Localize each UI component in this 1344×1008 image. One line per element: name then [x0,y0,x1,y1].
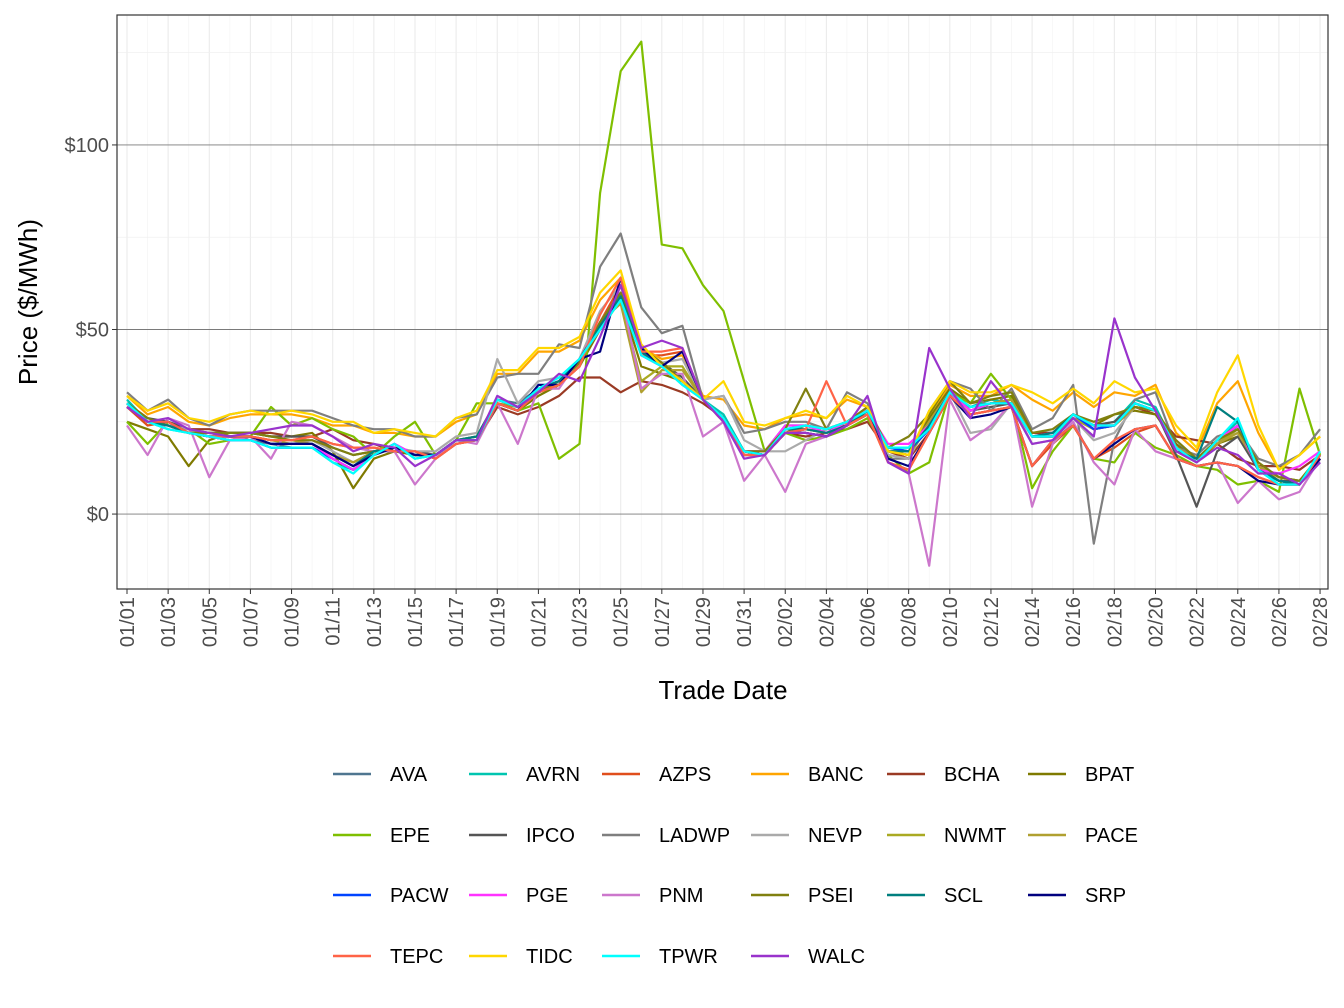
legend-label: LADWP [659,825,730,847]
x-tick-label: 02/04 [816,597,838,647]
x-tick-label: 01/25 [611,597,633,647]
legend-label: AVRN [526,764,580,786]
x-tick-label: 01/03 [158,597,180,647]
x-tick-label: 02/10 [940,597,962,647]
legend-label: AZPS [659,764,711,786]
legend-item-tepc: TEPC [333,946,443,968]
legend-item-tpwr: TPWR [602,946,718,968]
legend-label: AVA [390,764,428,786]
series-line-epe [126,40,1322,493]
legend-label: TPWR [659,946,718,968]
x-tick-label: 02/06 [858,597,880,647]
x-tick-label: 02/22 [1187,597,1209,647]
legend-label: IPCO [526,825,575,847]
legend-item-walc: WALC [751,946,865,968]
legend-item-banc: BANC [751,764,864,786]
y-axis: $0 $50 $100 [65,135,117,526]
legend-item-pnm: PNM [602,885,703,907]
legend-item-avrn: AVRN [469,764,580,786]
legend-label: NWMT [944,825,1006,847]
plot-panel-border [116,14,1329,590]
series-line-tpwr [126,298,1322,486]
legend-item-nevp: NEVP [751,825,862,847]
x-axis: 01/01 01/03 01/05 01/07 01/09 01/11 01/13 01/15… [117,589,1332,647]
legend-item-pacw: PACW [333,885,449,907]
x-tick-label: 01/23 [570,597,592,647]
legend-label: TIDC [526,946,573,968]
x-tick-label: 02/28 [1310,597,1332,647]
y-axis-title: Price ($/MWh) [13,219,43,385]
x-tick-label: 01/15 [405,597,427,647]
x-tick-label: 01/19 [487,597,509,647]
x-tick-label: 02/12 [981,597,1003,647]
x-tick-label: 01/09 [282,597,304,647]
legend-label: BANC [808,764,864,786]
legend-item-ladwp: LADWP [602,825,730,847]
x-tick-label: 02/24 [1228,597,1250,647]
legend-item-bcha: BCHA [887,764,1000,786]
x-tick-label: 01/07 [240,597,262,647]
x-tick-label: 01/05 [199,597,221,647]
legend-label: BPAT [1085,764,1134,786]
legend-label: WALC [808,946,865,968]
legend-label: PNM [659,885,703,907]
x-tick-label: 02/08 [899,597,921,647]
legend-label: PACE [1085,825,1138,847]
legend-item-psei: PSEI [751,885,854,907]
series-line-banc [126,276,1321,471]
x-tick-label: 02/16 [1063,597,1085,647]
legend: AVA AVRN AZPS BANC BCHA BPAT EPE IPCO LADWP NEVP N… [333,764,1138,968]
x-tick-label: 02/18 [1104,597,1126,647]
x-tick-label: 02/14 [1022,597,1044,647]
legend-item-ava: AVA [333,764,428,786]
legend-label: PSEI [808,885,854,907]
x-tick-label: 01/29 [693,597,715,647]
series-line-tidc [126,269,1321,471]
x-axis-title: Trade Date [658,675,787,705]
legend-item-tidc: TIDC [469,946,573,968]
x-tick-label: 01/13 [364,597,386,647]
x-tick-label: 01/21 [528,597,550,647]
x-tick-label: 02/20 [1146,597,1168,647]
legend-label: NEVP [808,825,862,847]
legend-label: SRP [1085,885,1126,907]
y-tick-label: $100 [65,135,110,157]
legend-item-azps: AZPS [602,764,711,786]
legend-label: SCL [944,885,983,907]
y-tick-label: $50 [76,320,109,342]
series-line-nevp [126,284,1321,482]
x-tick-label: 01/27 [652,597,674,647]
legend-label: EPE [390,825,430,847]
series-lines [126,40,1322,567]
y-tick-label: $0 [87,504,109,526]
x-tick-label: 01/11 [323,597,345,646]
series-line-walc [126,284,1321,486]
legend-item-bpat: BPAT [1028,764,1134,786]
legend-label: PACW [390,885,449,907]
x-tick-label: 02/02 [775,597,797,647]
legend-item-srp: SRP [1028,885,1126,907]
legend-item-pge: PGE [469,885,568,907]
legend-item-pace: PACE [1028,825,1138,847]
legend-item-epe: EPE [333,825,430,847]
legend-label: BCHA [944,764,1000,786]
x-tick-label: 02/26 [1269,597,1291,647]
legend-label: TEPC [390,946,443,968]
x-tick-label: 01/31 [734,597,756,647]
x-tick-label: 01/17 [446,597,468,647]
legend-item-ipco: IPCO [469,825,575,847]
legend-item-nwmt: NWMT [887,825,1006,847]
legend-label: PGE [526,885,568,907]
x-tick-label: 01/01 [117,597,139,647]
legend-item-scl: SCL [887,885,983,907]
